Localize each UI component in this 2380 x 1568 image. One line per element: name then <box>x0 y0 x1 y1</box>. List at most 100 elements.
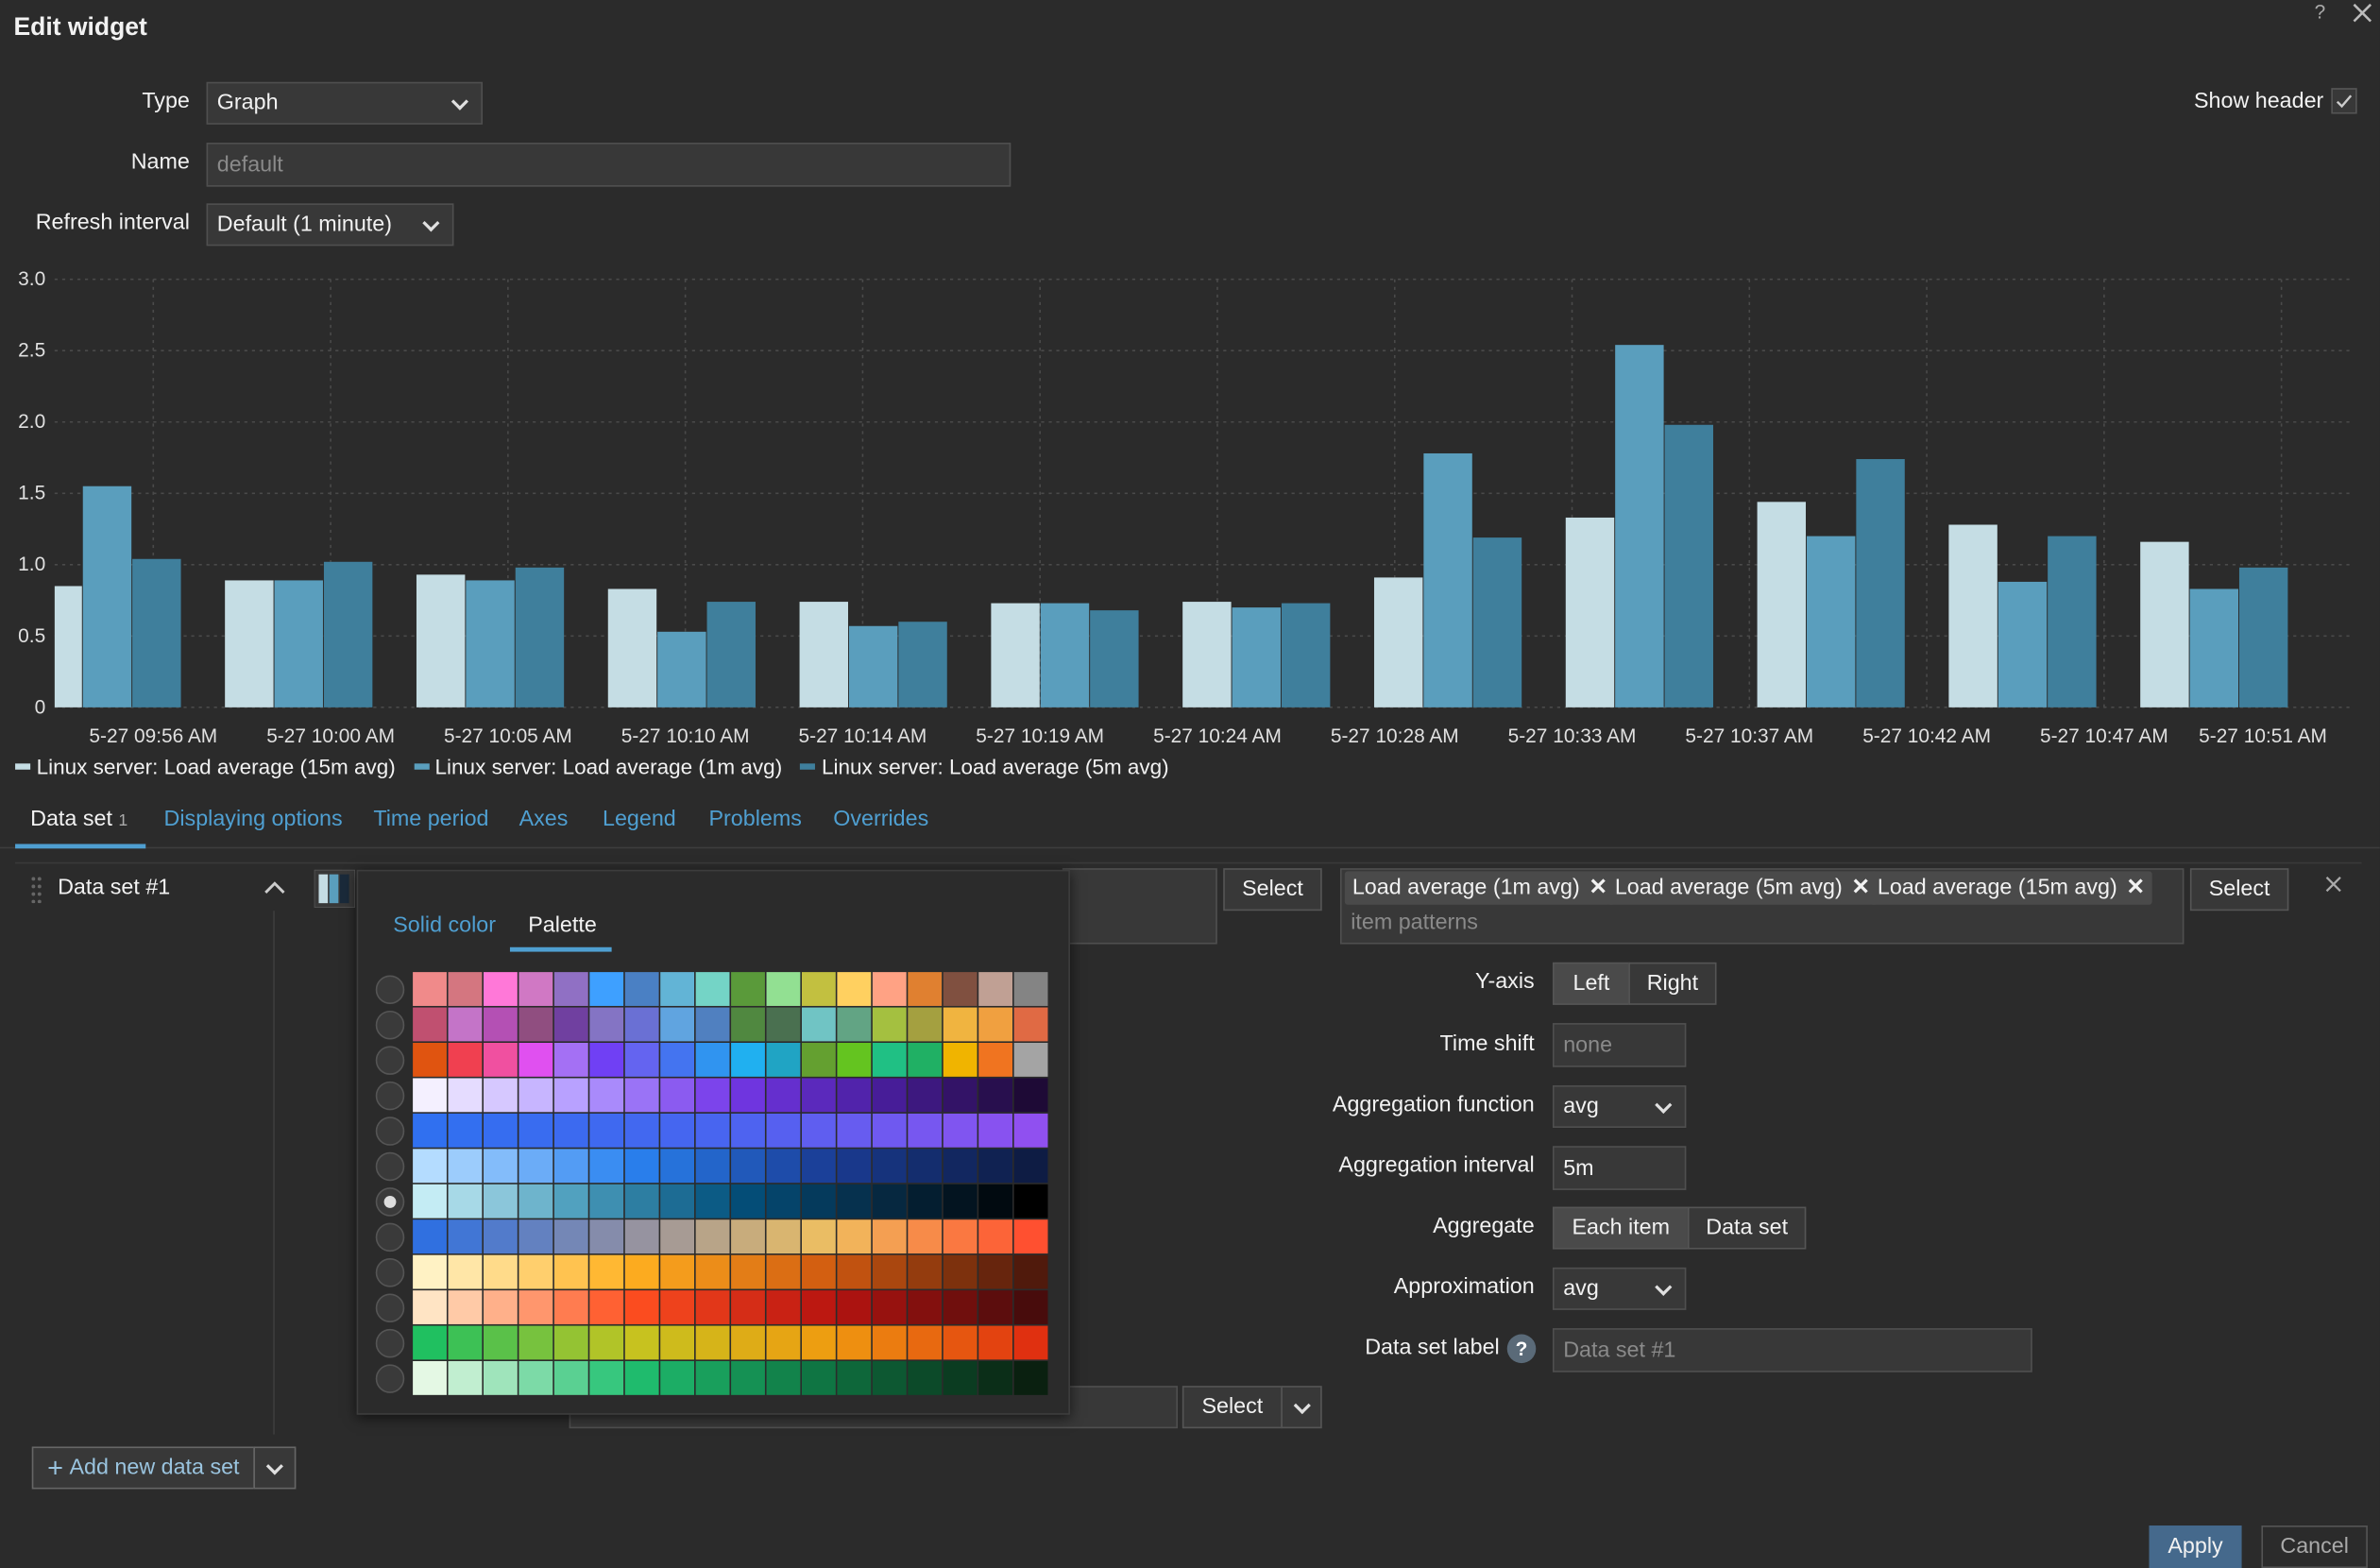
palette-radio[interactable] <box>375 1328 405 1358</box>
palette-swatch <box>553 1184 588 1219</box>
select-button[interactable]: Select <box>1182 1386 1283 1429</box>
palette-radio[interactable] <box>375 975 405 1005</box>
palette-swatch <box>624 1043 659 1077</box>
color-picker-button[interactable] <box>314 869 356 908</box>
palette-swatch <box>801 1325 836 1360</box>
host-pattern-input[interactable] <box>1062 868 1217 945</box>
show-header-checkbox[interactable] <box>2331 88 2357 114</box>
palette-radio[interactable] <box>375 1258 405 1287</box>
palette-swatch <box>589 1290 624 1324</box>
palette-swatch <box>624 1007 659 1042</box>
bar <box>1281 603 1331 707</box>
palette-swatch <box>978 1043 1013 1077</box>
select-dropdown[interactable] <box>1281 1386 1322 1429</box>
tab[interactable]: Time period <box>373 807 489 832</box>
bar <box>1615 345 1664 707</box>
color-tab[interactable]: Palette <box>528 913 597 939</box>
palette-swatch <box>801 1184 836 1219</box>
bar <box>323 561 373 707</box>
add-data-set-button[interactable]: + Add new data set <box>31 1446 255 1490</box>
bar <box>225 580 274 707</box>
palette-swatch <box>483 1290 518 1324</box>
palette-swatch <box>908 1254 943 1289</box>
bar <box>1806 536 1856 707</box>
refresh-select[interactable]: Default (1 minute) <box>206 203 454 247</box>
segment-button[interactable]: Data set <box>1687 1206 1807 1250</box>
palette-radio[interactable] <box>375 1293 405 1323</box>
name-input[interactable]: default <box>206 143 1012 187</box>
palette-swatch <box>837 1290 872 1324</box>
remove-icon[interactable]: ✕ <box>2126 876 2145 900</box>
palette-radio[interactable] <box>375 1364 405 1393</box>
bar <box>1998 581 2048 707</box>
select-button[interactable]: Select <box>2189 868 2289 912</box>
palette-swatch <box>731 972 765 1006</box>
palette-swatch <box>978 1149 1013 1184</box>
cancel-button[interactable]: Cancel <box>2261 1525 2368 1568</box>
palette-swatch <box>695 1078 730 1113</box>
help-icon[interactable]: ? <box>1506 1334 1537 1364</box>
palette-radio[interactable] <box>375 1116 405 1146</box>
palette-swatch <box>660 1043 695 1077</box>
palette-swatch <box>766 1325 801 1360</box>
palette-swatch <box>766 1254 801 1289</box>
tab[interactable]: Overrides <box>833 807 929 832</box>
add-dropdown[interactable] <box>253 1446 297 1490</box>
segment-button[interactable]: Right <box>1628 962 1717 1005</box>
palette-swatch <box>518 1219 553 1254</box>
color-tab[interactable]: Solid color <box>393 913 497 939</box>
palette-radio[interactable] <box>375 1081 405 1111</box>
y-tick-label: 1.5 <box>18 483 45 504</box>
select-button[interactable]: Select <box>1223 868 1322 912</box>
chevron <box>1293 1396 1311 1415</box>
palette-swatch <box>943 1360 978 1395</box>
remove-data-set[interactable] <box>2325 876 2342 893</box>
palette-swatch <box>413 1219 447 1254</box>
palette-swatch <box>448 972 483 1006</box>
segment-button[interactable]: Each item <box>1552 1206 1690 1250</box>
palette-swatch <box>413 1078 447 1113</box>
select-value: avg <box>1563 1276 1599 1302</box>
time-shift-input[interactable]: none <box>1552 1023 1687 1067</box>
close-button[interactable] <box>2353 3 2372 23</box>
tab[interactable]: Problems <box>708 807 802 832</box>
bar <box>416 574 466 707</box>
x-tick-label: 5-27 10:42 AM <box>1862 725 1991 747</box>
drag-handle[interactable] <box>30 876 42 904</box>
aggregation-interval-input[interactable]: 5m <box>1552 1146 1687 1190</box>
field-label: Data set label <box>1365 1336 1500 1360</box>
palette-swatch <box>978 1290 1013 1324</box>
name-label: Name <box>130 150 190 175</box>
palette-radio[interactable] <box>375 1151 405 1182</box>
tab[interactable]: Legend <box>602 807 676 832</box>
type-select[interactable]: Graph <box>206 81 484 125</box>
palette-swatch <box>872 1254 907 1289</box>
data-set-name: Data set #1 <box>58 876 171 900</box>
tab[interactable]: Displaying options <box>163 807 343 832</box>
help-button[interactable]: ? <box>2314 0 2326 24</box>
remove-icon[interactable]: ✕ <box>1851 876 1870 900</box>
collapse-button[interactable] <box>263 880 287 895</box>
remove-icon[interactable]: ✕ <box>1589 876 1607 900</box>
palette-radio[interactable] <box>375 1222 405 1253</box>
palette-swatch <box>553 1043 588 1077</box>
apply-button[interactable]: Apply <box>2149 1525 2242 1568</box>
segment-button[interactable]: Left <box>1552 962 1630 1005</box>
data-set-label-input[interactable]: Data set #1 <box>1552 1328 2032 1372</box>
tab[interactable]: Data set 1 <box>30 808 128 832</box>
x-tick-label: 5-27 10:51 AM <box>2199 725 2327 747</box>
palette-radio[interactable] <box>375 1010 405 1040</box>
palette-swatch <box>872 1007 907 1042</box>
aggregation-function-select[interactable]: avg <box>1552 1085 1687 1129</box>
palette-swatch <box>448 1007 483 1042</box>
palette-swatch <box>978 1184 1013 1219</box>
palette-swatch <box>872 1184 907 1219</box>
palette-radio[interactable] <box>375 1046 405 1075</box>
y-tick-label: 3.0 <box>18 268 45 290</box>
tab[interactable]: Axes <box>518 807 569 832</box>
palette-swatch <box>943 1043 978 1077</box>
x-tick-label: 5-27 10:10 AM <box>621 725 750 747</box>
palette-swatch <box>448 1325 483 1360</box>
field-label: Time shift <box>1439 1031 1535 1057</box>
approximation-select[interactable]: avg <box>1552 1267 1687 1310</box>
